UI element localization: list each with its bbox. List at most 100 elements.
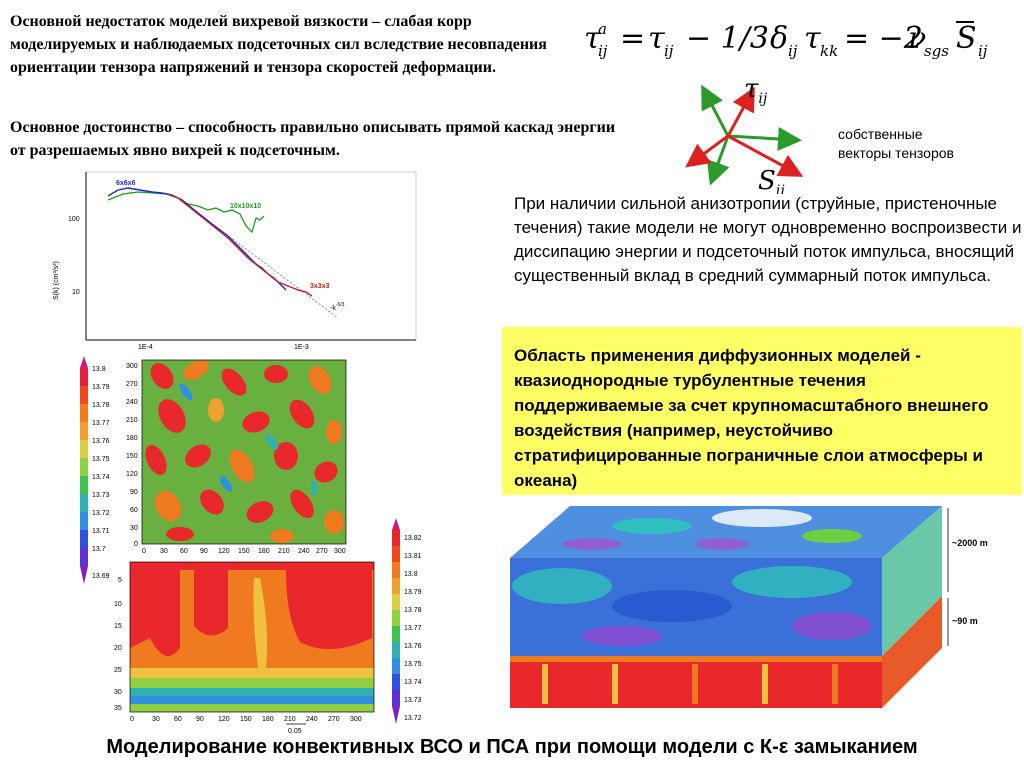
svg-text:30: 30	[160, 548, 168, 555]
svg-text:13.81: 13.81	[404, 553, 422, 560]
svg-text:120: 120	[126, 471, 138, 478]
svg-text:13.78: 13.78	[92, 402, 110, 409]
contour-bottom-svg: 5 10 15 20 25 30 35 0 30 60 90 120 150 1…	[114, 518, 422, 735]
reference-vector-label: 0.05	[288, 728, 302, 735]
contour-bottom-xticks: 0 30 60 90 120 150 180 210 240 270 300	[130, 716, 362, 723]
svg-text:τ: τ	[648, 21, 665, 56]
ytick-100: 100	[68, 216, 80, 223]
svg-text:25: 25	[114, 667, 122, 674]
label-6x6x6: 6x6x6	[116, 180, 136, 187]
cube-front-upper-pattern	[512, 566, 872, 646]
caption-line-1: собственные	[838, 126, 923, 142]
depth-label-90: ~90 m	[952, 616, 978, 626]
slide-bottom-title: Моделирование конвективных ВСО и ПСА при…	[106, 736, 918, 758]
svg-text:13.7: 13.7	[92, 546, 106, 553]
tensor-eigenvectors-diagram	[672, 70, 842, 198]
s-label: Sij	[758, 166, 785, 194]
spectrum-ylabel: S(k) (cm³/s²)	[53, 261, 60, 300]
svg-text:240: 240	[298, 548, 310, 555]
svg-text:13.76: 13.76	[92, 438, 110, 445]
colorbar-top-labels: 13.8 13.79 13.78 13.77 13.76 13.75 13.74…	[92, 366, 110, 580]
svg-text:120: 120	[218, 548, 230, 555]
svg-text:13.76: 13.76	[404, 643, 422, 650]
contour-top-field	[145, 360, 344, 543]
svg-text:30: 30	[130, 525, 138, 532]
svg-text:τ: τ	[584, 21, 601, 56]
svg-text:30: 30	[152, 716, 160, 723]
svg-text:210: 210	[278, 548, 290, 555]
depth-label-2000: ~2000 m	[952, 538, 988, 548]
advantage-paragraph: Основное достоинство – способность прави…	[10, 119, 616, 159]
drawback-paragraph: Основной недостаток моделей вихревой вяз…	[10, 13, 547, 76]
svg-text:13.75: 13.75	[92, 456, 110, 463]
svg-text:13.79: 13.79	[404, 589, 422, 596]
svg-text:270: 270	[126, 381, 138, 388]
svg-text:20: 20	[114, 645, 122, 652]
contour-top-yticks: 300 270 240 210 180 150 120 90 60 30 0	[126, 363, 138, 548]
svg-text:60: 60	[180, 548, 188, 555]
svg-text:240: 240	[306, 716, 318, 723]
contour-bottom-field	[130, 562, 374, 712]
svg-text:ij: ij	[978, 42, 988, 60]
svg-text:210: 210	[284, 716, 296, 723]
xtick-1e-3: 1E-3	[294, 344, 309, 351]
applicability-box: Область применения диффузионных моделей …	[502, 327, 1022, 495]
svg-text:60: 60	[174, 716, 182, 723]
svg-text:=: =	[620, 21, 645, 56]
contour-bottom-yticks: 5 10 15 20 25 30 35	[114, 577, 122, 712]
svg-text:180: 180	[258, 548, 270, 555]
svg-text:13.77: 13.77	[404, 625, 422, 632]
svg-text:180: 180	[126, 435, 138, 442]
svg-text:10: 10	[114, 601, 122, 608]
label-10x10x10: 10x10x10	[230, 203, 261, 210]
svg-text:5: 5	[118, 577, 122, 584]
formula: τ a ij = τ ij − 1/3 δ ij τ kk = −2 ν sgs…	[578, 6, 1024, 66]
svg-text:300: 300	[126, 363, 138, 370]
svg-text:δ: δ	[770, 21, 788, 56]
cube-front-lower-pattern	[510, 656, 882, 704]
svg-text:13.69: 13.69	[92, 573, 110, 580]
svg-text:ij: ij	[598, 42, 608, 60]
svg-text:270: 270	[328, 716, 340, 723]
slope-label: -k-5/3	[330, 302, 345, 312]
svg-text:90: 90	[200, 548, 208, 555]
colorbar-bottom-labels: 13.82 13.81 13.8 13.79 13.78 13.77 13.76…	[404, 535, 422, 722]
anisotropy-paragraph: При наличии сильной анизотропии (струйны…	[514, 194, 1022, 285]
spectrum-svg: 100 10 1E-4 1E-3 S(k) (cm³/s²) 6x6x6 10x…	[53, 171, 417, 351]
svg-text:30: 30	[114, 689, 122, 696]
svg-text:13.79: 13.79	[92, 384, 110, 391]
cube-svg: ~2000 m ~90 m	[510, 506, 988, 708]
svg-text:kk: kk	[820, 42, 838, 60]
cube-top-pattern	[562, 509, 862, 550]
svg-text:240: 240	[126, 399, 138, 406]
svg-text:270: 270	[316, 548, 328, 555]
caption-line-2: векторы тензоров	[838, 145, 954, 161]
svg-text:35: 35	[114, 705, 122, 712]
contour-top-svg: 13.8 13.79 13.78 13.77 13.76 13.75 13.74…	[80, 356, 347, 584]
svg-text:0: 0	[142, 548, 146, 555]
svg-text:180: 180	[262, 716, 274, 723]
svg-text:13.77: 13.77	[92, 420, 110, 427]
svg-text:ij: ij	[788, 42, 798, 60]
svg-text:13.74: 13.74	[404, 679, 422, 686]
svg-text:13.82: 13.82	[404, 535, 422, 542]
svg-text:a: a	[598, 20, 607, 38]
svg-text:13.73: 13.73	[404, 697, 422, 704]
svg-text:13.71: 13.71	[92, 528, 110, 535]
ocean-boundary-layer-cube: ~2000 m ~90 m	[502, 496, 1022, 724]
svg-text:ij: ij	[664, 42, 674, 60]
contour-plot-top: 13.8 13.79 13.78 13.77 13.76 13.75 13.74…	[76, 356, 350, 596]
svg-text:τ: τ	[804, 21, 821, 56]
series-10x10x10	[107, 191, 265, 234]
contour-top-xticks: 0 30 60 90 120 150 180 210 240 270 300	[142, 548, 346, 555]
cube-side-upper	[882, 506, 942, 656]
xtick-1e-4: 1E-4	[138, 344, 153, 351]
svg-text:150: 150	[126, 453, 138, 460]
ytick-10: 10	[72, 289, 80, 296]
eigenvector-arrows	[685, 84, 804, 186]
svg-text:13.75: 13.75	[404, 661, 422, 668]
svg-text:15: 15	[114, 623, 122, 630]
svg-text:13.8: 13.8	[92, 366, 106, 373]
formula-svg: τ a ij = τ ij − 1/3 δ ij τ kk = −2 ν sgs…	[584, 20, 988, 60]
svg-text:13.74: 13.74	[92, 474, 110, 481]
